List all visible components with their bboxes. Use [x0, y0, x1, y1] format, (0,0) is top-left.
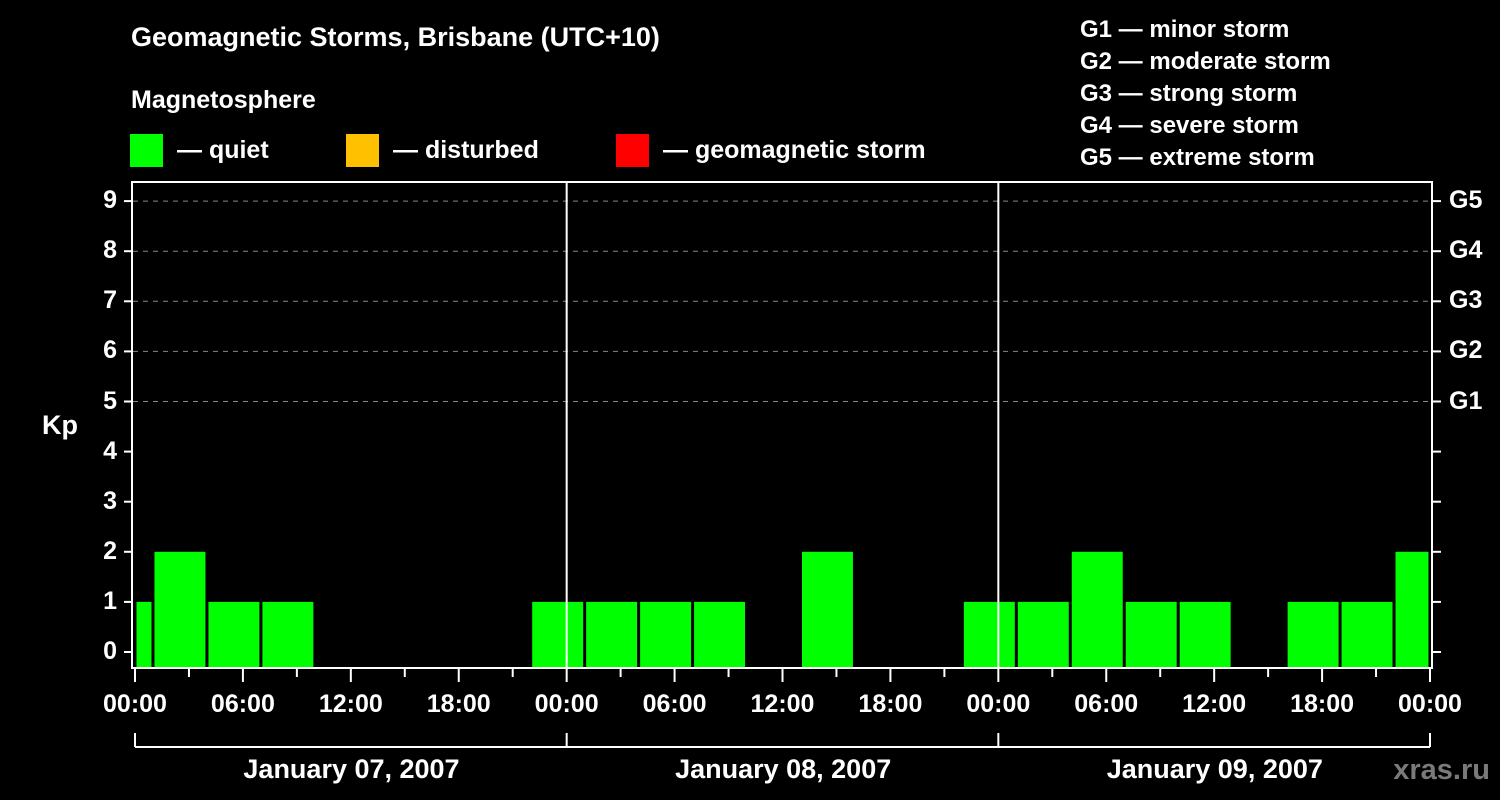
legend-swatch-quiet: [130, 133, 163, 167]
x-tick-label: 18:00: [858, 690, 923, 718]
legend-item-storm: — geomagnetic storm: [616, 133, 926, 167]
x-tick-label: 18:00: [1290, 690, 1355, 718]
g-tick-label: G5: [1449, 186, 1483, 215]
x-tick-label: 12:00: [750, 690, 815, 718]
storm-scale-g1: G1 — minor storm: [1080, 16, 1290, 43]
g-tick-label: G2: [1449, 336, 1483, 365]
legend-swatch-disturbed: [346, 133, 379, 167]
legend-label-storm: — geomagnetic storm: [663, 135, 926, 164]
kp-bar: [1287, 601, 1339, 668]
kp-bar: [208, 601, 260, 668]
kp-bar: [694, 601, 746, 668]
g-tick-label: G3: [1449, 286, 1483, 315]
x-tick-label: 00:00: [103, 690, 167, 718]
y-axis-label: Kp: [42, 410, 78, 440]
g-tick-label: G4: [1449, 236, 1483, 265]
storm-scale-g2: G2 — moderate storm: [1080, 48, 1331, 75]
y-tick-label: 0: [103, 637, 117, 665]
y-tick-label: 4: [103, 436, 117, 465]
x-tick-label: 00:00: [534, 690, 599, 718]
chart-title: Geomagnetic Storms, Brisbane (UTC+10): [131, 22, 660, 52]
g-tick-label: G1: [1449, 386, 1483, 415]
legend-item-disturbed: — disturbed: [346, 133, 539, 167]
y-tick-label: 7: [103, 286, 117, 315]
storm-scale-legend: G1 — minor storm G2 — moderate storm G3 …: [1080, 14, 1331, 174]
x-tick-label: 00:00: [1398, 690, 1462, 718]
x-tick-label: 12:00: [318, 690, 383, 718]
x-tick-label: 18:00: [426, 690, 491, 718]
storm-scale-g5: G5 — extreme storm: [1080, 144, 1315, 171]
y-tick-label: 5: [103, 386, 117, 415]
kp-bar: [1395, 551, 1429, 668]
date-label: January 08, 2007: [675, 754, 892, 784]
y-tick-label: 2: [103, 536, 117, 565]
kp-bar: [1017, 601, 1069, 668]
kp-bar: [640, 601, 692, 668]
x-tick-label: 06:00: [642, 690, 707, 718]
kp-bar: [1341, 601, 1393, 668]
storm-scale-g3: G3 — strong storm: [1080, 80, 1298, 107]
legend-swatch-storm: [616, 133, 649, 167]
y-tick-label: 1: [103, 586, 117, 615]
legend-item-quiet: — quiet: [130, 133, 269, 167]
y-tick-label: 8: [103, 236, 117, 265]
kp-bar: [586, 601, 638, 668]
x-tick-label: 00:00: [966, 690, 1031, 718]
kp-bar: [136, 601, 152, 668]
kp-bar: [963, 601, 1015, 668]
kp-bar: [262, 601, 314, 668]
storm-scale-g4: G4 — severe storm: [1080, 112, 1299, 139]
kp-bar: [154, 551, 206, 668]
y-tick-label: 3: [103, 486, 117, 515]
kp-bar: [801, 551, 853, 668]
kp-bar: [1071, 551, 1123, 668]
date-label: January 07, 2007: [243, 754, 460, 784]
kp-bar: [1125, 601, 1177, 668]
y-tick-label: 9: [103, 186, 117, 215]
date-label: January 09, 2007: [1106, 754, 1323, 784]
kp-bar: [532, 601, 584, 668]
watermark: xras.ru: [1393, 754, 1490, 786]
x-tick-label: 06:00: [1074, 690, 1139, 718]
legend-label-disturbed: — disturbed: [393, 135, 539, 164]
x-tick-label: 12:00: [1182, 690, 1247, 718]
plot-frame: [131, 181, 1433, 669]
x-tick-label: 06:00: [210, 690, 275, 718]
kp-bar: [1179, 601, 1231, 668]
chart-subtitle: Magnetosphere: [131, 86, 316, 114]
y-tick-label: 6: [103, 336, 117, 365]
legend-label-quiet: — quiet: [177, 135, 269, 164]
